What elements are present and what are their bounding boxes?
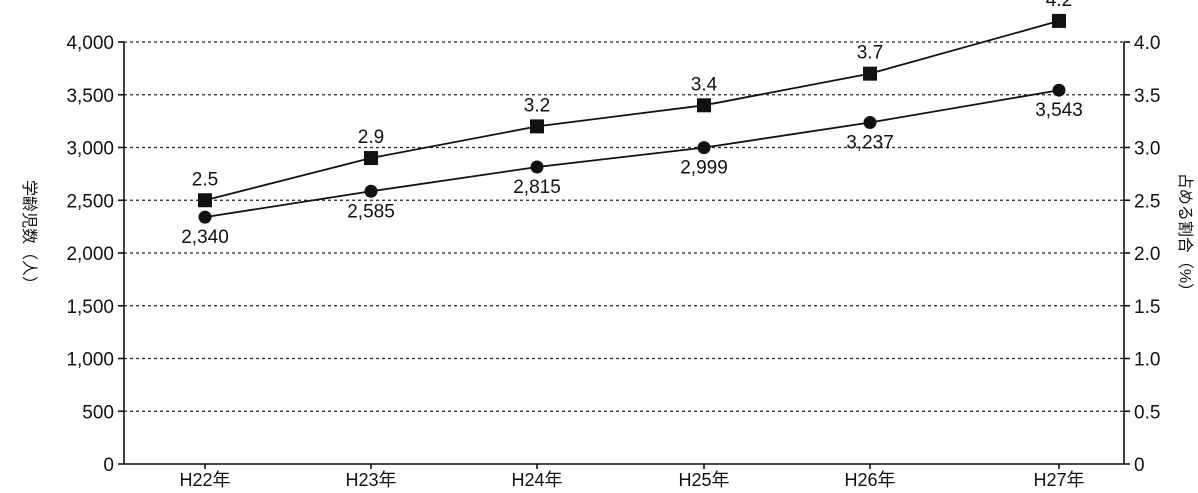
data-label: 3,543	[1035, 100, 1083, 121]
right-tick-label: 3.0	[1134, 139, 1160, 160]
right-tick-label: 0	[1134, 455, 1145, 476]
data-label: 2,585	[347, 201, 395, 222]
data-label: 3.4	[691, 74, 718, 95]
x-tick-label: H23年	[345, 470, 396, 490]
circle-point	[1052, 83, 1066, 97]
right-tick-label: 2.5	[1134, 191, 1160, 212]
left-tick-label: 3,500	[66, 86, 114, 107]
x-tick-label: H24年	[511, 470, 562, 490]
right-tick-label: 2.0	[1134, 244, 1160, 265]
square-point	[863, 66, 877, 81]
data-label: 3,237	[846, 132, 894, 153]
data-label: 2,815	[513, 177, 561, 198]
data-label: 2,340	[181, 227, 229, 248]
square-point	[697, 98, 711, 113]
left-tick-label: 0	[103, 455, 114, 476]
data-label: 2.5	[192, 169, 218, 190]
square-point	[1052, 13, 1066, 28]
data-label: 2,999	[680, 158, 728, 179]
data-label: 2.9	[358, 127, 384, 148]
circle-point	[530, 160, 544, 174]
left-tick-label: 2,000	[66, 244, 114, 265]
right-axis-title: 占める割合（%）	[1176, 173, 1194, 299]
right-tick-label: 1.5	[1134, 297, 1160, 318]
data-label: 3.7	[857, 43, 883, 64]
left-tick-label: 1,500	[66, 297, 114, 318]
count-series-line	[204, 89, 1060, 219]
circle-point	[198, 210, 212, 224]
right-tick-label: 3.5	[1134, 86, 1160, 107]
right-tick-label: 4.0	[1134, 33, 1160, 54]
ratio-series-line	[204, 20, 1060, 202]
left-axis-title: 学齢児数（人）	[20, 180, 38, 292]
data-label: 3.2	[524, 95, 550, 116]
x-tick-label: H25年	[678, 470, 729, 490]
circle-point	[697, 141, 711, 155]
x-tick-label: H22年	[179, 470, 230, 490]
right-tick-label: 0.5	[1134, 402, 1160, 423]
x-tick-label: H27年	[1033, 470, 1084, 490]
gridlines	[124, 41, 1124, 412]
x-axis-ticks: H22年 H23年 H24年 H25年 H26年 H27年	[179, 464, 1085, 490]
data-labels: 2,340 2,585 2,815 2,999 3,237 3,543 2.5 2.9 3.2 3…	[181, 0, 1083, 248]
circle-point	[364, 184, 378, 198]
x-tick-label: H26年	[844, 470, 895, 490]
left-tick-label: 4,000	[66, 33, 114, 54]
square-point	[530, 119, 544, 134]
square-point	[364, 151, 378, 166]
left-axis-ticks: 0 500 1,000 1,500 2,000 2,500 3,000 3,500 4,000	[66, 33, 124, 476]
circle-point	[863, 115, 877, 129]
series	[198, 13, 1066, 224]
right-axis-ticks: 0 0.5 1.0 1.5 2.0 2.5 3.0 3.5 4.0	[1124, 33, 1160, 476]
left-tick-label: 3,000	[66, 139, 114, 160]
right-tick-label: 1.0	[1134, 350, 1160, 371]
data-label: 4.2	[1046, 0, 1072, 11]
square-point	[198, 193, 212, 208]
left-tick-label: 1,000	[66, 350, 114, 371]
left-tick-label: 500	[82, 402, 114, 423]
left-tick-label: 2,500	[66, 191, 114, 212]
